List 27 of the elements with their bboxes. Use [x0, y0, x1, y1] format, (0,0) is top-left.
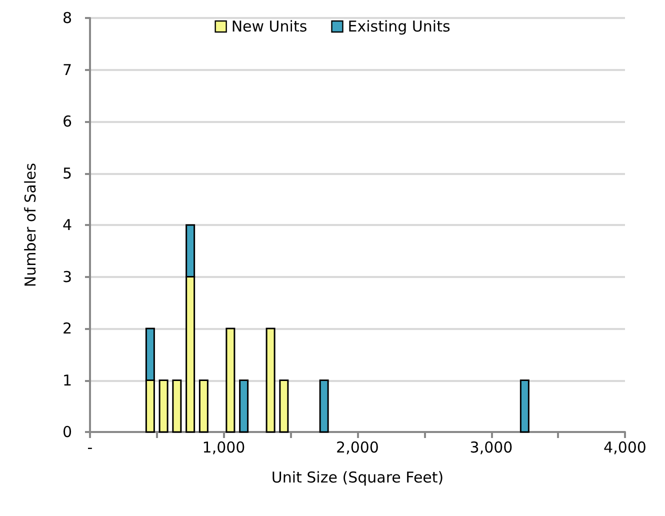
legend-label: New Units	[231, 18, 308, 36]
x-tick-label: -	[87, 438, 93, 456]
bar	[226, 328, 236, 433]
x-tick-label: 4,000	[604, 438, 646, 456]
y-tick-label: 6	[62, 112, 72, 130]
y-tick-label: 4	[62, 216, 72, 234]
y-axis-title: Number of Sales	[22, 162, 40, 288]
bar	[198, 380, 208, 433]
y-tick-label: 2	[62, 320, 72, 338]
x-axis-title: Unit Size (Square Feet)	[271, 468, 444, 486]
x-tick-label: 2,000	[336, 438, 379, 456]
y-tick-label: 5	[62, 164, 72, 182]
bar	[319, 380, 329, 433]
y-tick-label: 1	[62, 371, 72, 390]
y-tick-label: 7	[62, 60, 72, 79]
x-tick-label: 1,000	[202, 438, 246, 456]
bar	[279, 380, 289, 433]
bar	[172, 380, 182, 433]
bar	[239, 380, 249, 433]
y-tick-label: 0	[62, 423, 72, 441]
bar	[158, 380, 168, 433]
legend-label: Existing Units	[348, 18, 450, 36]
y-tick-label: 3	[62, 268, 72, 286]
x-tick-label: 3,000	[470, 438, 513, 456]
y-tick-label: 8	[62, 9, 72, 27]
bar	[266, 328, 276, 433]
bar	[520, 380, 530, 433]
